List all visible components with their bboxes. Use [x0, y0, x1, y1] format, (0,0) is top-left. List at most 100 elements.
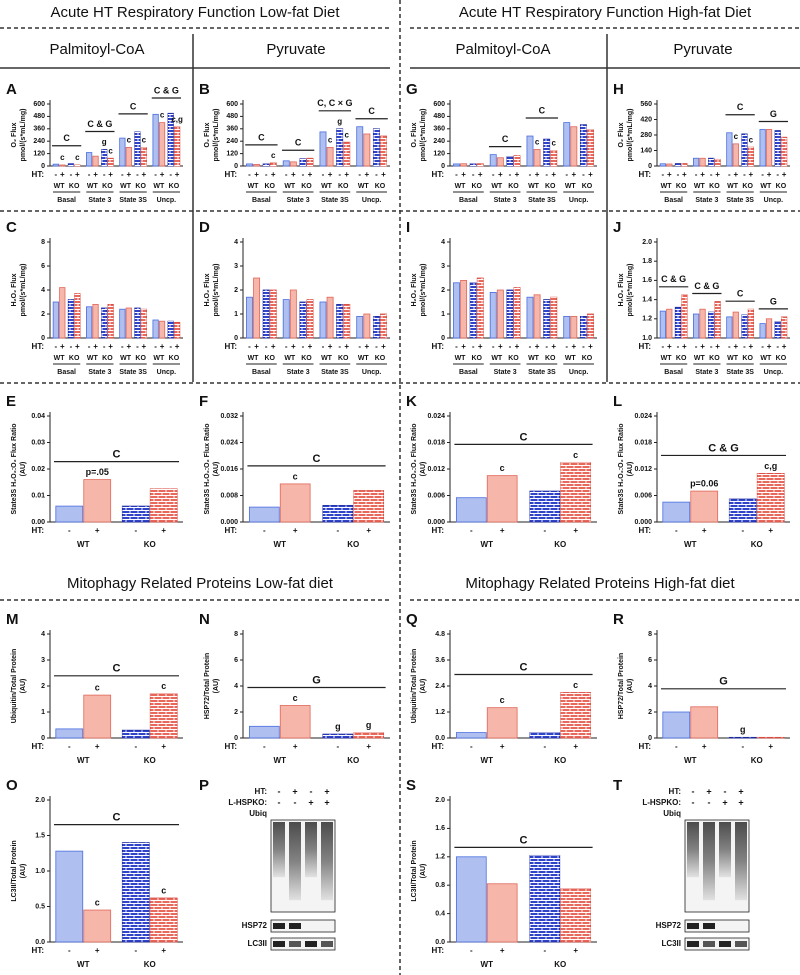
- bar-pattern: [74, 293, 81, 338]
- bar: [55, 728, 84, 739]
- x-category-label: Uncp.: [569, 369, 589, 376]
- y-axis-label: pmol/(s*mL/mg): [20, 264, 27, 317]
- ht-symbol: -: [134, 946, 137, 955]
- bar-pattern: [373, 316, 380, 338]
- panel-letter: N: [199, 611, 210, 628]
- bar: [699, 308, 706, 339]
- y-axis-label: H₂O₂ Flux: [411, 273, 418, 306]
- y-tick-label: 0.018: [634, 439, 652, 446]
- y-tick-label: 0.012: [634, 466, 652, 473]
- genotype-label: KO: [169, 355, 180, 362]
- ht-symbol: +: [93, 170, 98, 179]
- genotype-label: WT: [565, 183, 577, 190]
- bar-pattern: [167, 321, 174, 338]
- significance-label: C: [130, 101, 137, 111]
- bar: [453, 282, 460, 339]
- ht-symbol: -: [472, 170, 475, 179]
- y-tick-label: 3.6: [435, 657, 445, 664]
- bar-pattern: [174, 126, 180, 166]
- x-category-label: WT: [274, 540, 287, 549]
- ht-symbol: +: [271, 342, 276, 351]
- y-tick-label: 1.2: [435, 709, 445, 716]
- genotype-label: WT: [455, 183, 467, 190]
- significance-letter: c,g: [764, 461, 777, 471]
- y-tick-label: 0.03: [31, 439, 45, 446]
- bar-pattern: [708, 158, 714, 166]
- blot-symbol: -: [278, 786, 281, 796]
- ht-symbol: -: [248, 170, 251, 179]
- bar-pattern: [506, 156, 513, 166]
- x-category-label: State 3S: [119, 369, 147, 376]
- ht-symbol: -: [565, 170, 568, 179]
- x-category-label: Basal: [664, 369, 683, 376]
- ht-symbol: +: [667, 342, 672, 351]
- bar-pattern: [550, 150, 557, 166]
- significance-letter: c: [160, 111, 165, 120]
- blot-symbol: -: [692, 797, 695, 807]
- ht-symbol: +: [768, 742, 773, 751]
- ht-symbol: +: [498, 170, 503, 179]
- bar: [659, 163, 666, 167]
- bar-pattern: [68, 299, 74, 338]
- bar-pattern: [174, 322, 180, 338]
- y-axis-label: State3S H₂O₂:O₂ Flux Ratio: [204, 423, 211, 514]
- bar-pattern: [470, 163, 477, 166]
- y-tick-label: 0.04: [31, 413, 45, 420]
- x-category-label: State 3: [494, 197, 517, 204]
- bar-pattern: [741, 314, 748, 338]
- bar-pattern: [141, 309, 147, 338]
- ht-symbol: +: [682, 342, 687, 351]
- y-axis-label: (AU): [627, 679, 634, 694]
- ht-symbol: -: [470, 946, 473, 955]
- y-tick-label: 4: [41, 631, 45, 638]
- genotype-label: WT: [120, 355, 132, 362]
- significance-label: C, C × G: [317, 98, 352, 108]
- bar: [662, 501, 691, 523]
- bar: [460, 279, 468, 339]
- ht-symbol: -: [509, 342, 512, 351]
- x-category-label: State 3S: [119, 197, 147, 204]
- blot-lane: [735, 822, 747, 901]
- ht-symbol: -: [543, 946, 546, 955]
- ht-label: HT:: [639, 742, 651, 751]
- bar: [563, 315, 571, 339]
- panel-letter: L: [613, 393, 622, 410]
- ht-symbol: +: [571, 170, 576, 179]
- ht-symbol: +: [108, 342, 113, 351]
- section-title: Acute HT Respiratory Function High-fat D…: [459, 4, 752, 21]
- y-axis-label: HSP72/Total Protein: [204, 653, 211, 719]
- ht-label: HT:: [225, 526, 237, 535]
- y-tick-label: 2: [234, 709, 238, 716]
- genotype-label: KO: [264, 355, 275, 362]
- ht-symbol: +: [344, 342, 349, 351]
- y-tick-label: 4: [234, 239, 238, 246]
- x-category-label: Uncp.: [157, 369, 177, 376]
- ht-symbol: +: [161, 742, 166, 751]
- y-tick-label: 0.012: [427, 466, 445, 473]
- bar: [253, 164, 261, 167]
- blot-band-label: LC3II: [661, 939, 681, 948]
- ht-symbol: -: [776, 170, 779, 179]
- bar-pattern: [781, 316, 787, 338]
- y-tick-label: 6: [234, 657, 238, 664]
- y-tick-label: 2: [441, 287, 445, 294]
- ht-symbol: -: [743, 170, 746, 179]
- bar-pattern: [141, 147, 147, 166]
- panel-letter: E: [6, 393, 16, 410]
- ht-label: HT:: [32, 742, 44, 751]
- ht-label: HT:: [225, 342, 237, 351]
- y-tick-label: 0.02: [31, 466, 45, 473]
- y-tick-label: 2: [234, 287, 238, 294]
- panel-letter: F: [199, 393, 208, 410]
- bar-pattern: [543, 139, 550, 166]
- genotype-label: KO: [742, 355, 753, 362]
- genotype-label: WT: [694, 355, 706, 362]
- bar: [282, 299, 290, 339]
- blot-symbol: +: [324, 797, 329, 807]
- blot-band-label: HSP72: [242, 921, 268, 930]
- bar: [83, 694, 112, 739]
- blot-symbol: -: [708, 797, 711, 807]
- blot-lane: [703, 923, 715, 929]
- genotype-label: WT: [248, 355, 260, 362]
- genotype-label: KO: [135, 355, 146, 362]
